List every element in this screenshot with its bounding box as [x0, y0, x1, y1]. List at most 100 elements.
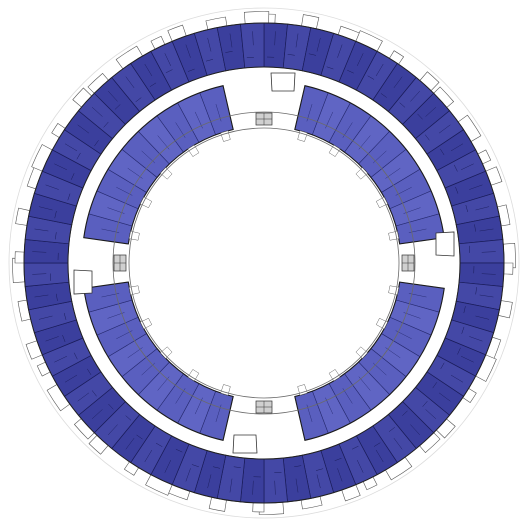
outer-unit-partition	[187, 68, 195, 72]
stair-core	[255, 112, 273, 126]
outer-unit-partition	[87, 368, 92, 376]
outer-unit-partition	[402, 410, 408, 416]
outer-unit-partition	[295, 33, 299, 48]
outer-unit-partition	[474, 224, 476, 232]
inner-segment-north-west	[83, 85, 234, 245]
entry-step	[187, 144, 200, 157]
outer-unit-partition	[34, 294, 49, 298]
outer-unit-partition	[469, 184, 483, 190]
entry-step	[375, 196, 388, 209]
outer-unit-partition	[450, 374, 464, 383]
outer-unit-partition	[351, 445, 359, 450]
outer-unit-partition	[373, 442, 381, 447]
outer-unit-partition	[457, 347, 461, 355]
pavilion-outline	[435, 231, 455, 257]
pavilion-outline	[73, 269, 93, 295]
outer-unit-partition	[425, 107, 437, 117]
outer-unit-partition	[357, 459, 364, 473]
outer-unit-partition	[475, 287, 477, 295]
entry-step	[328, 144, 341, 157]
outer-unit-partition	[479, 294, 494, 298]
outer-unit-partition	[357, 53, 364, 67]
inner-path-circle	[112, 111, 416, 415]
pavilion-outline	[270, 72, 296, 92]
entry-step	[355, 167, 368, 180]
outer-unit-partition	[136, 434, 143, 440]
outer-unit-partition	[233, 466, 241, 468]
outer-unit-partition	[450, 143, 464, 152]
outer-unit-partition	[164, 459, 171, 473]
outer-unit-partition	[175, 448, 183, 453]
outer-unit-partition	[308, 53, 317, 56]
outer-unit-partition	[54, 210, 57, 219]
pavilion-outline	[232, 434, 258, 454]
entry-step	[160, 167, 173, 180]
outer-unit-partition	[207, 37, 212, 52]
outer-boundary-circle	[8, 7, 520, 519]
pavilion	[73, 269, 93, 295]
outer-ring-units	[23, 22, 505, 504]
outer-unit-partition	[94, 140, 99, 147]
outer-unit	[23, 262, 70, 287]
outer-unit	[263, 457, 288, 504]
stair-core	[255, 400, 273, 414]
outer-unit-partition	[212, 466, 221, 469]
outer-unit	[458, 239, 505, 264]
outer-unit-partition	[155, 442, 163, 447]
outer-unit-partition	[479, 228, 494, 232]
pavilion	[270, 72, 296, 92]
outer-unit-partition	[34, 228, 49, 232]
outer-unit-partition	[125, 437, 135, 450]
outer-unit-partition	[55, 232, 57, 240]
entry-step	[128, 285, 140, 296]
outer-unit-partition	[438, 124, 451, 134]
entry-step	[388, 285, 400, 296]
outer-unit-partition	[185, 44, 191, 58]
outer-unit-partition	[455, 186, 459, 194]
outer-unit-partition	[191, 464, 199, 468]
outer-unit-partition	[125, 415, 132, 421]
outer-unit-partition	[375, 63, 384, 77]
outer-unit-partition	[422, 401, 428, 407]
outer-unit-partition	[337, 468, 343, 482]
pavilion	[232, 434, 258, 454]
outer-unit-partition	[32, 273, 47, 275]
outer-unit-partition	[77, 392, 90, 402]
outer-balconies	[12, 11, 516, 515]
outer-unit-partition	[54, 356, 68, 363]
outer-unit-partition	[440, 148, 445, 156]
outer-unit-partition	[287, 54, 295, 56]
outer-unit-partition	[252, 480, 254, 495]
central-courtyard	[112, 111, 416, 415]
outer-unit-partition	[135, 97, 142, 103]
entry-step	[140, 196, 153, 209]
outer-unit-partition	[67, 193, 71, 201]
outer-unit-partition	[316, 37, 321, 52]
outer-unit-partition	[205, 59, 214, 62]
entry-step	[297, 130, 308, 142]
outer-unit-partition	[165, 69, 173, 74]
outer-unit-partition	[76, 152, 81, 160]
balcony	[503, 262, 514, 275]
outer-unit-partition	[103, 121, 109, 128]
outer-ring-outer-edge	[23, 22, 505, 504]
outer-unit-partition	[463, 306, 466, 314]
outer-unit-partition	[32, 251, 47, 253]
outer-unit-partition	[453, 164, 458, 172]
outer-unit-partition	[144, 63, 153, 77]
outer-unit-partition	[114, 104, 121, 110]
gap-pavilions	[73, 72, 455, 454]
balcony	[14, 251, 25, 264]
outer-unit-partition	[337, 44, 343, 58]
outer-unit-partition	[70, 173, 75, 180]
site-boundary-circle	[8, 7, 520, 519]
outer-unit-partition	[108, 90, 118, 102]
outer-unit-partition	[91, 107, 103, 117]
entry-step	[220, 130, 231, 142]
entry-step	[328, 369, 341, 382]
outer-unit-partition	[229, 478, 233, 493]
outer-unit-partition	[38, 315, 53, 320]
outer-unit-partition	[164, 53, 171, 67]
outer-unit-partition	[185, 468, 191, 482]
outer-unit-partition	[45, 184, 59, 190]
